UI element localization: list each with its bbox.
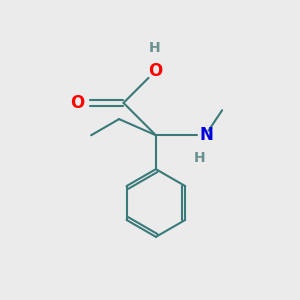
- Text: H: H: [149, 41, 161, 55]
- Text: N: N: [200, 126, 213, 144]
- Text: H: H: [194, 151, 205, 165]
- Text: O: O: [70, 94, 84, 112]
- Text: O: O: [148, 62, 162, 80]
